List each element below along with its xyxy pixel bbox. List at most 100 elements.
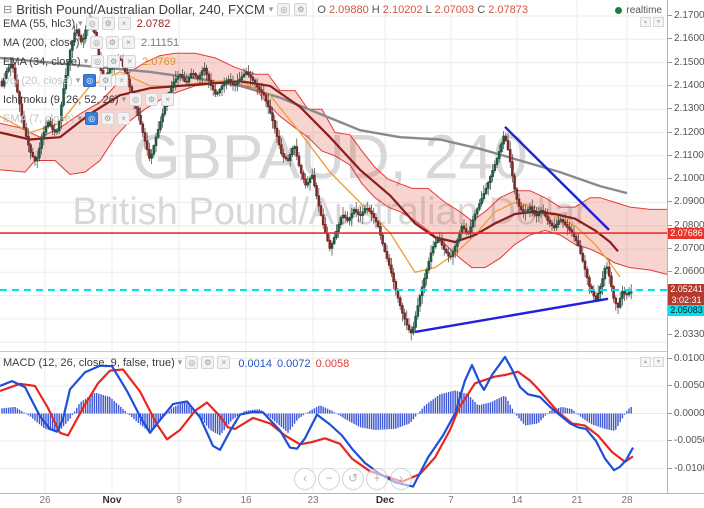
close-icon[interactable]: × <box>117 17 131 30</box>
pane-up-icon[interactable]: ▲ <box>640 17 651 27</box>
eye-icon[interactable]: ◎ <box>91 55 105 68</box>
pane-up-icon[interactable]: ▲ <box>640 357 651 367</box>
chevron-down-icon[interactable]: ▾ <box>177 357 183 367</box>
chevron-down-icon[interactable]: ▾ <box>75 75 81 85</box>
eye-icon[interactable]: ◎ <box>129 93 143 106</box>
gear-icon[interactable]: ⚙ <box>101 17 115 30</box>
chart-nav-button[interactable]: + <box>366 468 388 490</box>
macd-legend-row: MACD (12, 26, close, 9, false, true) ▾ ◎… <box>3 355 349 370</box>
eye-icon[interactable]: ◎ <box>277 3 291 16</box>
close-label: C <box>477 3 486 16</box>
chart-nav-button[interactable]: › <box>390 468 412 490</box>
macd-value: 0.0014 <box>238 357 272 370</box>
indicator-label: Ichimoku (9, 26, 52, 26) <box>3 93 119 106</box>
chart-nav-button[interactable]: − <box>318 468 340 490</box>
price-label-box: 2.07686 <box>668 227 704 239</box>
gear-icon[interactable]: ⚙ <box>101 112 115 125</box>
close-icon[interactable]: × <box>123 55 137 68</box>
macd-values: 0.0014 0.0072 0.0058 <box>233 354 349 372</box>
gear-icon[interactable]: ⚙ <box>105 36 119 49</box>
chart-nav-button[interactable]: ↺ <box>342 468 364 490</box>
eye-icon[interactable]: ◎ <box>83 74 97 87</box>
ohlc-readout: O 2.09880 H 2.10202 L 2.07003 C 2.07873 <box>317 4 528 16</box>
price-tick: 2.17000 <box>668 10 704 21</box>
indicator-row-ichimoku: Ichimoku (9, 26, 52, 26) ▾ ◎ ⚙ × <box>3 92 175 107</box>
eye-icon[interactable]: ◎ <box>85 17 99 30</box>
indicator-value: 2.0769 <box>142 55 176 68</box>
price-label-box: 3:02:31 <box>668 294 704 306</box>
gear-icon[interactable]: ⚙ <box>201 356 215 369</box>
price-tick: 2.12000 <box>668 127 704 138</box>
pane-down-icon[interactable]: ▼ <box>653 17 664 27</box>
symbol-title[interactable]: British Pound/Australian Dollar, 240, FX… <box>16 2 265 17</box>
price-tick: 2.06000 <box>668 266 704 277</box>
chevron-down-icon[interactable]: ▾ <box>78 18 83 28</box>
gear-icon[interactable]: ⚙ <box>294 3 308 16</box>
price-tick: 2.15000 <box>668 57 704 68</box>
chevron-down-icon[interactable]: ▾ <box>82 37 87 47</box>
collapse-pane-icon[interactable]: ⊟ <box>3 4 13 16</box>
macd-axis-tick: 0.0100 <box>668 353 704 364</box>
close-icon[interactable]: × <box>115 74 129 87</box>
chevron-down-icon[interactable]: ▾ <box>77 113 83 123</box>
symbol-header: ⊟ British Pound/Australian Dollar, 240, … <box>3 2 528 17</box>
indicator-label: EMA (34, close) <box>3 55 81 68</box>
chevron-down-icon[interactable]: ▾ <box>121 94 127 104</box>
indicator-row-ema: EMA (7, close) ▾ ◎ ⚙ × <box>3 111 131 126</box>
indicator-row-vol: Vol (20, close) ▾ ◎ ⚙ × <box>3 73 129 88</box>
indicator-label: MA (200, close) <box>3 36 80 49</box>
open-label: O <box>317 3 326 16</box>
indicator-label: EMA (55, hlc3) <box>3 17 76 30</box>
close-icon[interactable]: × <box>117 112 131 125</box>
eye-icon[interactable]: ◎ <box>89 36 103 49</box>
pane-separator[interactable] <box>0 351 704 352</box>
realtime-label: realtime <box>626 5 662 16</box>
gear-icon[interactable]: ⚙ <box>99 74 113 87</box>
open-value: 2.09880 <box>328 3 369 16</box>
indicator-row-ema: EMA (34, close) ▾ ◎ ⚙ × 2.0769 <box>3 54 176 69</box>
time-tick: Dec <box>375 495 395 506</box>
macd-label: MACD (12, 26, close, 9, false, true) <box>3 356 175 369</box>
close-icon[interactable]: × <box>217 356 231 369</box>
eye-icon[interactable]: ◎ <box>85 112 99 125</box>
macd-pane-controls: ▲ ▼ <box>640 357 664 367</box>
indicator-value: 2.0782 <box>136 17 171 30</box>
pane-down-icon[interactable]: ▼ <box>653 357 664 367</box>
macd-signal-line <box>0 368 634 483</box>
price-tick: 2.13000 <box>668 103 704 114</box>
indicator-row-ma: MA (200, close) ▾ ◎ ⚙ × 2.11151 <box>3 35 179 50</box>
main-pane-controls: ▲ ▼ <box>640 17 664 27</box>
time-tick: 21 <box>571 495 583 506</box>
time-tick: Nov <box>102 495 122 506</box>
price-axis[interactable]: 2.17000 2.16000 2.15000 2.14000 2.13000 2.120… <box>667 0 704 493</box>
macd-indicator-chart[interactable] <box>0 352 668 493</box>
low-label: L <box>425 3 432 16</box>
svg-text:British Pound/Australian Dolla: British Pound/Australian Dollar <box>72 191 588 233</box>
indicator-row-ema: EMA (55, hlc3) ▾ ◎ ⚙ × 2.0782 <box>3 16 170 31</box>
time-tick: 23 <box>307 495 319 506</box>
low-value: 2.07003 <box>434 3 475 16</box>
close-icon[interactable]: × <box>161 93 175 106</box>
gear-icon[interactable]: ⚙ <box>145 93 159 106</box>
price-tick: 2.16000 <box>668 33 704 44</box>
time-axis[interactable]: 26 Nov 9 16 23 Dec 7 14 21 28 <box>0 493 704 508</box>
indicator-value: 2.11151 <box>140 36 180 49</box>
high-label: H <box>371 3 380 16</box>
eye-icon[interactable]: ◎ <box>185 356 199 369</box>
trendline-2[interactable] <box>414 297 609 334</box>
time-tick: 28 <box>621 495 633 506</box>
gear-icon[interactable]: ⚙ <box>107 55 121 68</box>
macd-axis-tick: -0.0050 <box>668 435 704 446</box>
chevron-down-icon[interactable]: ▾ <box>268 4 274 14</box>
price-tick: 2.10000 <box>668 173 704 184</box>
time-tick: 16 <box>240 495 252 506</box>
chart-nav-button[interactable]: ‹ <box>294 468 316 490</box>
trendline-1[interactable] <box>504 126 610 231</box>
chevron-down-icon[interactable]: ▾ <box>83 56 89 66</box>
close-icon[interactable]: × <box>121 36 135 49</box>
time-tick: 7 <box>448 495 454 506</box>
macd-main-line <box>0 355 634 488</box>
